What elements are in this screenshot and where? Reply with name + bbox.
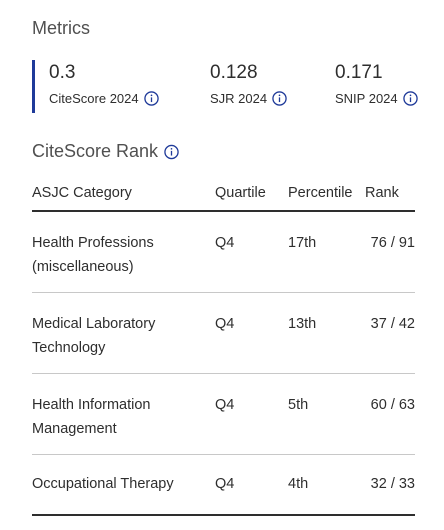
quartile-cell: Q4 (215, 316, 235, 332)
metric-label: CiteScore 2024 (49, 91, 139, 106)
column-header-percentile: Percentile (288, 176, 365, 212)
percentile-cell: 4th (288, 476, 309, 492)
table-row: Medical Laboratory Technology Q4 13th 37… (32, 292, 415, 374)
category-name: Occupational Therapy (32, 476, 174, 492)
metric-sjr: 0.128 SJR 2024 (210, 62, 287, 106)
metrics-section-title: Metrics (32, 18, 90, 38)
percentile-cell: 13th (288, 316, 317, 332)
metric-label: SJR 2024 (210, 91, 268, 106)
category-name: Health Professions (32, 235, 154, 251)
table-row: Health Professions (miscellaneous) Q4 17… (32, 211, 415, 293)
info-icon[interactable] (164, 144, 179, 159)
rank-cell: 76 / 91 (370, 235, 415, 251)
rank-cell: 32 / 33 (370, 476, 415, 492)
table-header-row: ASJC Category Quartile Percentile Rank (32, 176, 415, 212)
table-row: Health Information Management Q4 5th 60 … (32, 373, 415, 455)
info-icon[interactable] (143, 91, 159, 106)
quartile-cell: Q4 (215, 397, 235, 413)
metric-value: 0.128 (210, 62, 258, 83)
category-name: Medical Laboratory (32, 316, 156, 332)
column-header-quartile: Quartile (215, 176, 288, 212)
category-name-cont: Management (32, 421, 117, 437)
rank-cell: 60 / 63 (370, 397, 415, 413)
citescore-rank-title: CiteScore Rank (32, 141, 179, 162)
category-name: Health Information (32, 397, 151, 413)
rank-cell: 37 / 42 (370, 316, 415, 332)
metric-value: 0.171 (335, 62, 383, 83)
category-name-cont: Technology (32, 340, 106, 356)
rank-title-text: CiteScore Rank (32, 141, 159, 161)
info-icon[interactable] (402, 91, 418, 106)
column-header-category: ASJC Category (32, 176, 215, 212)
metric-label: SNIP 2024 (335, 91, 398, 106)
info-icon[interactable] (272, 91, 287, 106)
percentile-cell: 5th (288, 397, 309, 413)
quartile-cell: Q4 (215, 235, 235, 251)
percentile-cell: 17th (288, 235, 317, 251)
metric-value: 0.3 (49, 62, 76, 83)
accent-bar (32, 60, 35, 113)
rank-table: ASJC Category Quartile Percentile Rank H… (32, 176, 415, 516)
category-name-cont: (miscellaneous) (32, 259, 134, 275)
metric-snip: 0.171 SNIP 2024 (335, 62, 418, 106)
quartile-cell: Q4 (215, 476, 235, 492)
metrics-row: 0.3 CiteScore 2024 0.128 SJR 2024 0.171 … (32, 58, 422, 114)
metric-citescore: 0.3 CiteScore 2024 (49, 62, 159, 106)
table-row: Occupational Therapy Q4 4th 32 / 33 (32, 454, 415, 516)
column-header-rank: Rank (365, 176, 415, 212)
